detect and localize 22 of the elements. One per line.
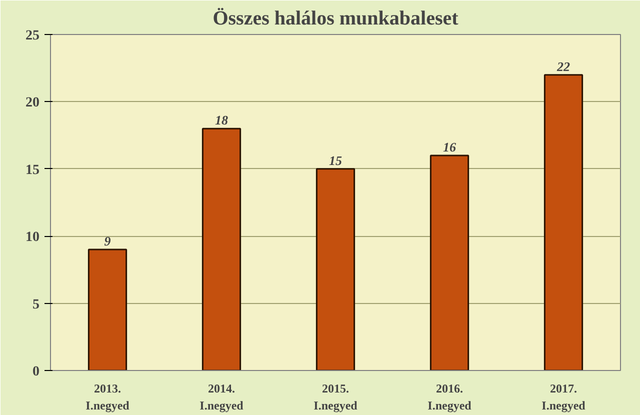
chart-title: Összes halálos munkabaleset [212, 8, 459, 30]
y-tick-label: 25 [26, 28, 40, 44]
data-label: 16 [443, 139, 456, 154]
data-label: 9 [104, 234, 112, 249]
x-tick-label: 2015. I.negyed [314, 382, 358, 412]
bar [88, 248, 128, 370]
data-label: 15 [329, 152, 342, 168]
y-tick-label: 5 [32, 297, 40, 312]
y-tick-label: 20 [26, 96, 40, 111]
x-tick-label: 2014. I.negyed [200, 382, 244, 412]
data-label: 18 [215, 112, 228, 128]
x-tick-label: 2017. I.negyed [542, 382, 586, 412]
y-tick-label: 0 [32, 364, 40, 380]
bar [316, 168, 356, 370]
y-tick-label: 10 [26, 230, 40, 246]
bar [202, 128, 242, 370]
bar [430, 154, 470, 370]
x-tick-label: 2016. I.negyed [428, 382, 472, 412]
x-tick-label: 2013. I.negyed [86, 382, 130, 412]
y-tick-label: 15 [26, 162, 40, 178]
bar [544, 74, 584, 370]
data-label: 22 [556, 58, 570, 74]
